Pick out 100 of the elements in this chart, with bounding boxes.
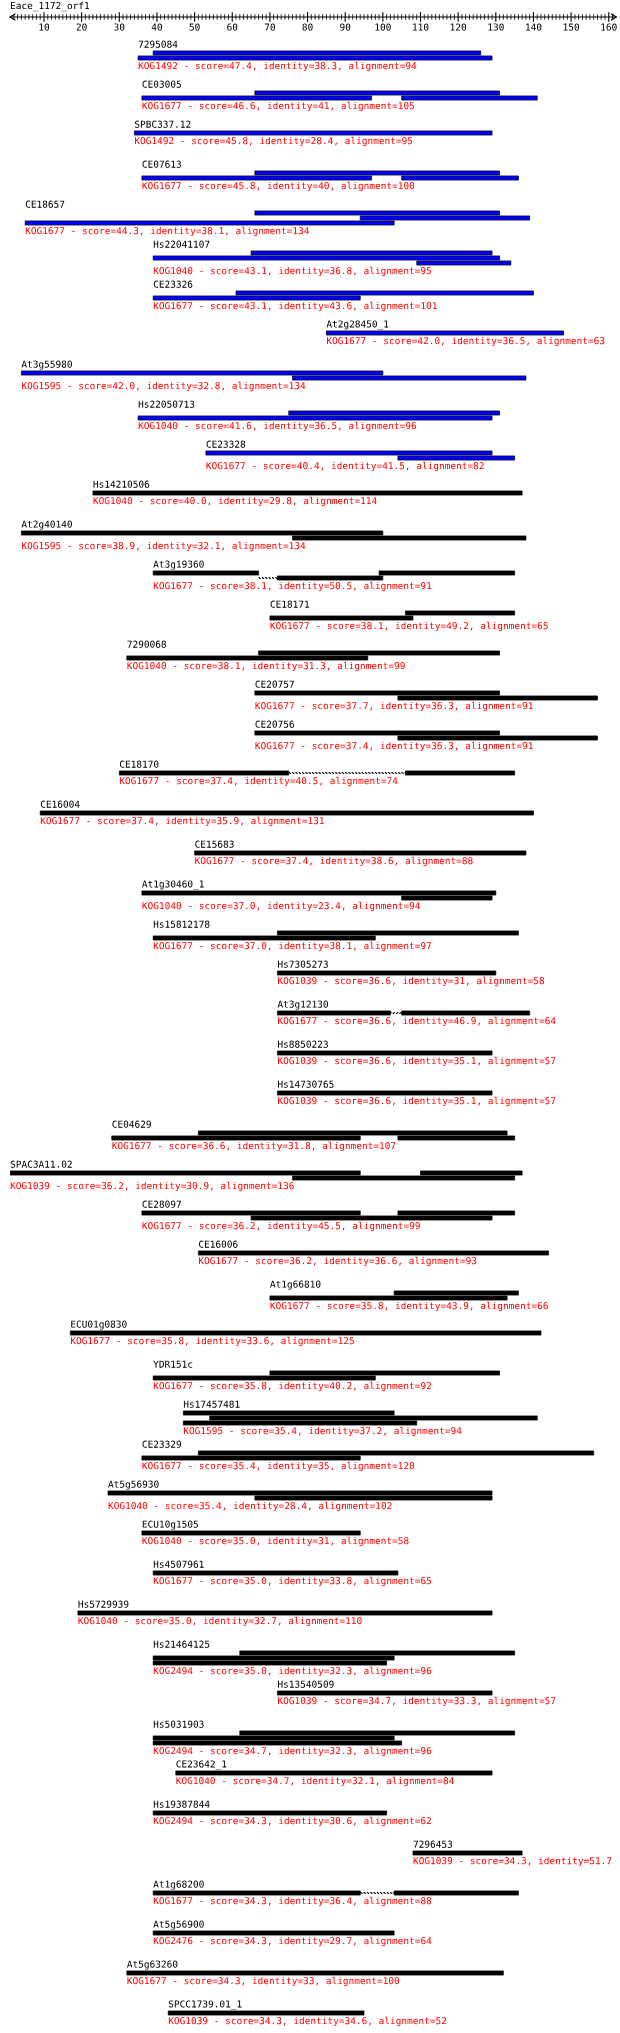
annotation: KOG2494 - score=35.0, identity=32.3, alignment=96 — [153, 1666, 432, 1677]
x-tick-label: 90 — [340, 23, 351, 31]
annotation: KOG1039 - score=34.3, identity=34.6, alignment=52 — [168, 2016, 447, 2027]
y-tick-label: At1g66810 — [270, 1280, 321, 1290]
y-tick-label: Hs21464125 — [153, 1640, 210, 1648]
annotation: KOG1040 - score=35.0, identity=32.7, alignment=110 — [78, 1616, 362, 1627]
x-tick-label: 120 — [450, 23, 467, 31]
x-tick-label: 30 — [114, 23, 125, 31]
y-tick-label: Hs22041107 — [153, 240, 210, 248]
bar — [167, 2010, 365, 2016]
annotation: KOG1677 - score=36.6, identity=46.9, alignment=64 — [278, 1016, 556, 1027]
annotation: KOG1595 - score=42.0, identity=32.8, alignment=134 — [22, 381, 306, 392]
annotation: KOG1039 - score=34.7, identity=33.3, alignment=57 — [278, 1696, 556, 1707]
y-tick-label: CE07613 — [142, 160, 181, 168]
annotation: KOG1677 - score=45.8, identity=40, alignment=100 — [142, 181, 415, 192]
bar — [152, 1810, 387, 1816]
y-tick-label: Hs5031903 — [153, 1720, 204, 1728]
annotation: KOG1677 - score=36.2, identity=45.5, alignment=99 — [142, 1221, 420, 1232]
y-tick-label: CE16006 — [199, 1240, 238, 1248]
annotation: KOG1677 - score=36.6, identity=31.8, alignment=107 — [112, 1141, 396, 1152]
bar — [134, 130, 493, 136]
y-tick-label: At3g55980 — [21, 360, 72, 370]
bar — [412, 1850, 523, 1856]
y-tick-label: Hs5729939 — [78, 1600, 129, 1608]
y-tick-label: SPAC3A11.02 — [10, 1160, 72, 1168]
y-tick-label: CE18170 — [119, 760, 159, 768]
y-tick-label: CE20756 — [255, 720, 295, 728]
y-tick-label: CE23326 — [153, 280, 193, 288]
annotation: KOG1040 - score=34.7, identity=32.1, alignment=84 — [176, 1776, 454, 1787]
annotation: KOG1039 - score=36.6, identity=31, alignment=58 — [278, 976, 545, 987]
x-tick-label: 110 — [413, 23, 429, 31]
annotation: KOG1595 - score=38.9, identity=32.1, alignment=134 — [22, 541, 306, 552]
y-tick-label: CE03005 — [142, 80, 181, 88]
annotation: KOG1039 - score=36.6, identity=35.1, alignment=57 — [278, 1096, 556, 1107]
y-tick-label: Hs17457481 — [183, 1400, 240, 1408]
bar — [126, 1970, 504, 1976]
x-tick-label: 50 — [189, 23, 200, 31]
annotation: KOG1677 - score=40.4, identity=41.5, alignment=82 — [206, 461, 484, 472]
y-tick-label: Hs7305273 — [278, 960, 328, 968]
bar — [326, 330, 564, 336]
y-tick-label: CE04629 — [112, 1120, 151, 1128]
y-tick-label: Hs22050713 — [138, 400, 195, 408]
annotation: KOG1677 - score=35.0, identity=33.8, alignment=65 — [153, 1576, 432, 1587]
bar — [277, 1050, 493, 1056]
annotation: KOG1677 - score=36.2, identity=36.6, alignment=93 — [198, 1256, 477, 1267]
x-tick-label: 100 — [375, 23, 391, 31]
annotation: KOG2494 - score=34.3, identity=30.6, alignment=62 — [153, 1816, 431, 1827]
bar — [141, 1530, 361, 1536]
y-tick-label: At2g28450_1 — [326, 320, 389, 330]
y-tick-label: CE18657 — [25, 200, 65, 208]
bar — [152, 570, 259, 576]
annotation: KOG1039 - score=36.2, identity=30.9, alignment=136 — [10, 1181, 294, 1192]
bar — [175, 1770, 493, 1776]
annotation: KOG1677 - score=37.4, identity=35.9, alignment=131 — [40, 816, 324, 827]
annotation: KOG1677 - score=44.3, identity=38.1, alignment=134 — [25, 226, 310, 237]
x-tick-label: 140 — [526, 23, 542, 31]
x-tick-label: 70 — [264, 23, 275, 31]
annotation: KOG1677 - score=35.4, identity=35, alignment=120 — [142, 1461, 415, 1472]
bar — [92, 490, 523, 496]
x-tick-label: 130 — [488, 23, 504, 31]
bar — [77, 1610, 493, 1616]
y-tick-label: At3g12130 — [277, 1000, 328, 1010]
bar — [69, 1330, 542, 1336]
annotation: KOG1677 - score=46.6, identity=41, alignment=105 — [142, 101, 415, 112]
y-tick-label: Hs4507961 — [153, 1560, 204, 1568]
annotation: KOG1677 - score=37.0, identity=38.1, alignment=97 — [153, 941, 432, 952]
y-tick-label: At1g68200 — [153, 1880, 204, 1890]
bar — [277, 1690, 493, 1696]
annotation: KOG1677 - score=37.4, identity=38.6, alignment=88 — [195, 856, 473, 867]
x-tick-label: 10 — [39, 23, 50, 31]
annotation: KOG1040 - score=43.1, identity=36.8, alignment=95 — [153, 266, 432, 277]
annotation: KOG1040 - score=40.0, identity=29.8, alignment=114 — [93, 496, 377, 507]
y-tick-label: At5g56930 — [108, 1480, 159, 1490]
annotation: KOG1677 - score=35.8, identity=33.6, alignment=125 — [70, 1336, 354, 1347]
y-tick-label: 7290068 — [127, 640, 167, 648]
annotation: KOG1595 - score=35.4, identity=37.2, alignment=94 — [183, 1426, 462, 1437]
bar — [194, 850, 527, 856]
x-tick-label: 60 — [227, 23, 238, 31]
y-tick-label: At5g63260 — [126, 1960, 178, 1970]
y-tick-label: CE23642_1 — [176, 1760, 227, 1770]
annotation: KOG1677 - score=42.0, identity=36.5, alignment=63 — [327, 336, 605, 347]
annotation: KOG2494 - score=34.7, identity=32.3, alignment=96 — [153, 1746, 432, 1757]
annotation: KOG1040 - score=35.0, identity=31, alignment=58 — [142, 1536, 409, 1547]
bar — [152, 1930, 395, 1936]
bar — [198, 1250, 549, 1256]
y-tick-label: 7295084 — [138, 40, 178, 48]
bar — [277, 1090, 493, 1096]
y-tick-label: At1g30460_1 — [142, 880, 204, 890]
annotation: KOG1677 - score=38.1, identity=50.5, alignment=91 — [153, 581, 432, 592]
y-tick-label: CE16004 — [40, 800, 80, 808]
bar — [152, 1570, 399, 1576]
y-tick-label: 7296453 — [413, 1840, 453, 1848]
bar — [39, 810, 534, 816]
annotation: KOG1677 - score=34.3, identity=36.4, alignment=88 — [153, 1896, 432, 1907]
bar — [277, 970, 497, 976]
x-tick-label: 40 — [151, 23, 163, 31]
y-tick-label: ECU01g0830 — [71, 1320, 127, 1330]
y-tick-label: CE18171 — [270, 600, 310, 608]
x-tick-label: 80 — [302, 23, 313, 31]
annotation: KOG1677 - score=35.8, identity=43.9, alignment=66 — [270, 1301, 548, 1312]
